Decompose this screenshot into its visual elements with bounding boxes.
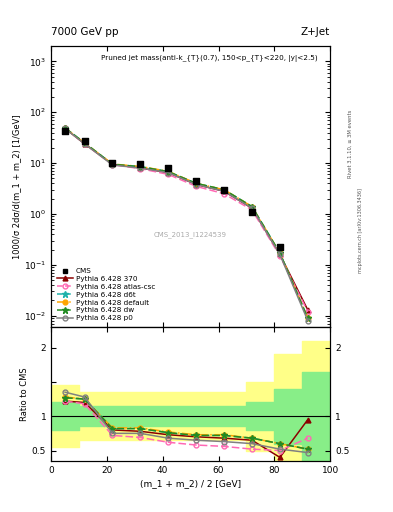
Point (193, 177, 199, 185)
Point (277, 243, 283, 251)
Point (109, 159, 116, 167)
Text: 7000 GeV pp: 7000 GeV pp (51, 27, 119, 37)
Y-axis label: 1000/σ 2dσ/d(m_1 + m_2) [1/GeV]: 1000/σ 2dσ/d(m_1 + m_2) [1/GeV] (12, 114, 21, 259)
Text: mcplots.cern.ch [arXiv:1306.3436]: mcplots.cern.ch [arXiv:1306.3436] (358, 188, 363, 273)
X-axis label: (m_1 + m_2) / 2 [GeV]: (m_1 + m_2) / 2 [GeV] (140, 479, 241, 488)
Point (137, 160, 143, 168)
Text: Rivet 3.1.10, ≥ 3M events: Rivet 3.1.10, ≥ 3M events (348, 109, 353, 178)
Text: Z+Jet: Z+Jet (301, 27, 330, 37)
Point (165, 164, 171, 172)
Point (81, 137, 88, 145)
Point (221, 186, 227, 194)
Legend: CMS, Pythia 6.428 370, Pythia 6.428 atlas-csc, Pythia 6.428 d6t, Pythia 6.428 de: CMS, Pythia 6.428 370, Pythia 6.428 atla… (55, 266, 157, 324)
Point (62, 127, 68, 136)
Text: Pruned jet mass(anti-k_{T}(0.7), 150<p_{T}<220, |y|<2.5): Pruned jet mass(anti-k_{T}(0.7), 150<p_{… (101, 54, 318, 61)
Text: CMS_2013_I1224539: CMS_2013_I1224539 (154, 231, 227, 238)
Point (249, 208, 255, 216)
Y-axis label: Ratio to CMS: Ratio to CMS (20, 367, 29, 421)
